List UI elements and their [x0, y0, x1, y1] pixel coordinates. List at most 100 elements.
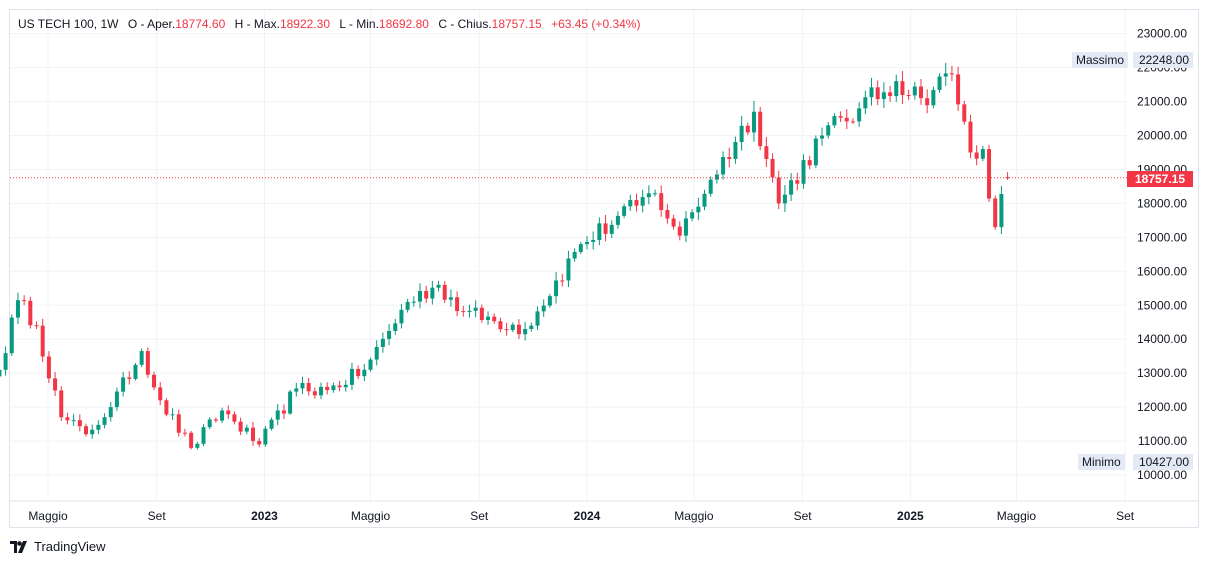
candle-body [702, 193, 707, 207]
candle [739, 116, 744, 151]
candle [622, 203, 627, 219]
candle [671, 214, 676, 230]
candle-body [65, 417, 70, 421]
candle-body [801, 160, 806, 184]
candle-body [597, 223, 602, 240]
candle [789, 173, 794, 201]
candle [584, 236, 589, 250]
low-marker-label: Minimo [1078, 454, 1125, 470]
candle [102, 413, 107, 429]
candle [158, 381, 163, 406]
candle [288, 389, 293, 416]
candles [0, 62, 1010, 450]
candle [176, 409, 181, 437]
candle-body [0, 369, 2, 377]
candle [547, 293, 552, 308]
y-tick-label: 15000.00 [1137, 298, 1187, 312]
candle-body [436, 284, 441, 288]
candle-body [659, 193, 664, 210]
candle-body [850, 121, 855, 123]
candle [869, 77, 874, 106]
candle-body [912, 86, 917, 96]
candle [424, 285, 429, 303]
candle [145, 347, 150, 378]
y-tick-label: 12000.00 [1137, 400, 1187, 414]
candle [133, 363, 138, 381]
candle [782, 185, 787, 212]
price-axis[interactable]: 23000.0022000.0021000.0020000.0019000.00… [1137, 27, 1187, 482]
candle-body [207, 419, 212, 428]
candle-body [312, 391, 317, 396]
low-marker-value: 10427.00 [1133, 454, 1193, 470]
candle-body [653, 193, 658, 195]
candle [349, 362, 354, 391]
candle [721, 151, 726, 180]
candle-body [999, 193, 1004, 228]
y-tick-label: 20000.00 [1137, 129, 1187, 143]
candle-body [479, 307, 484, 321]
candle-body [646, 193, 651, 198]
candle [393, 318, 398, 335]
candle-body [665, 209, 670, 219]
candle-body [28, 300, 33, 326]
candle-body [1005, 177, 1010, 179]
candle-body [962, 104, 967, 122]
chart-frame [9, 9, 1199, 528]
candle [993, 195, 998, 230]
candle-body [622, 206, 627, 216]
candle [659, 185, 664, 217]
candle-body [628, 200, 633, 207]
candle-body [281, 410, 286, 414]
candle-body [53, 378, 58, 391]
candle [312, 387, 317, 399]
candle [59, 386, 64, 421]
candle [758, 106, 763, 151]
candle-body [721, 156, 726, 175]
y-tick-label: 18000.00 [1137, 196, 1187, 210]
candle-body [319, 386, 324, 396]
candle-body [139, 351, 144, 365]
candle [455, 291, 460, 317]
candle-body [263, 428, 268, 445]
time-axis[interactable]: Maggio Set 2023 Maggio Set 2024 Maggio Set 2025 M… [28, 509, 1209, 523]
candle-body [152, 374, 157, 388]
candle [615, 211, 620, 229]
x-tick-label: Maggio [674, 509, 714, 523]
candle [937, 73, 942, 93]
candle [566, 250, 571, 288]
candle [467, 304, 472, 318]
candle [653, 189, 658, 197]
candle [875, 80, 880, 106]
candle-body [238, 421, 243, 432]
candle-body [77, 420, 82, 427]
candle-body [40, 325, 45, 357]
candle-body [510, 324, 515, 331]
candle-body [504, 329, 509, 331]
x-tick-label: Set [470, 509, 489, 523]
candle-body [727, 156, 732, 159]
candle [65, 412, 70, 425]
candle [226, 405, 231, 419]
candle-body [820, 135, 825, 139]
y-tick-label: 16000.00 [1137, 264, 1187, 278]
candle-body [226, 410, 231, 415]
grid-lines [10, 10, 1127, 500]
last-price-badge: 18757.15 [1127, 171, 1193, 187]
candle-body [770, 158, 775, 178]
candle-body [288, 391, 293, 414]
symbol-name[interactable]: US TECH 100, 1W [18, 17, 119, 31]
candle-body [943, 73, 948, 77]
candle-body [516, 324, 521, 335]
candle-body [690, 212, 695, 219]
candle-body [591, 239, 596, 242]
candle-body [554, 280, 559, 297]
candle-body [473, 307, 478, 311]
candle [83, 423, 88, 437]
candle [22, 295, 27, 306]
candle-body [306, 382, 311, 392]
candle [114, 387, 119, 411]
candle [448, 289, 453, 307]
tradingview-brand[interactable]: TradingView [10, 539, 106, 554]
candle [535, 306, 540, 330]
